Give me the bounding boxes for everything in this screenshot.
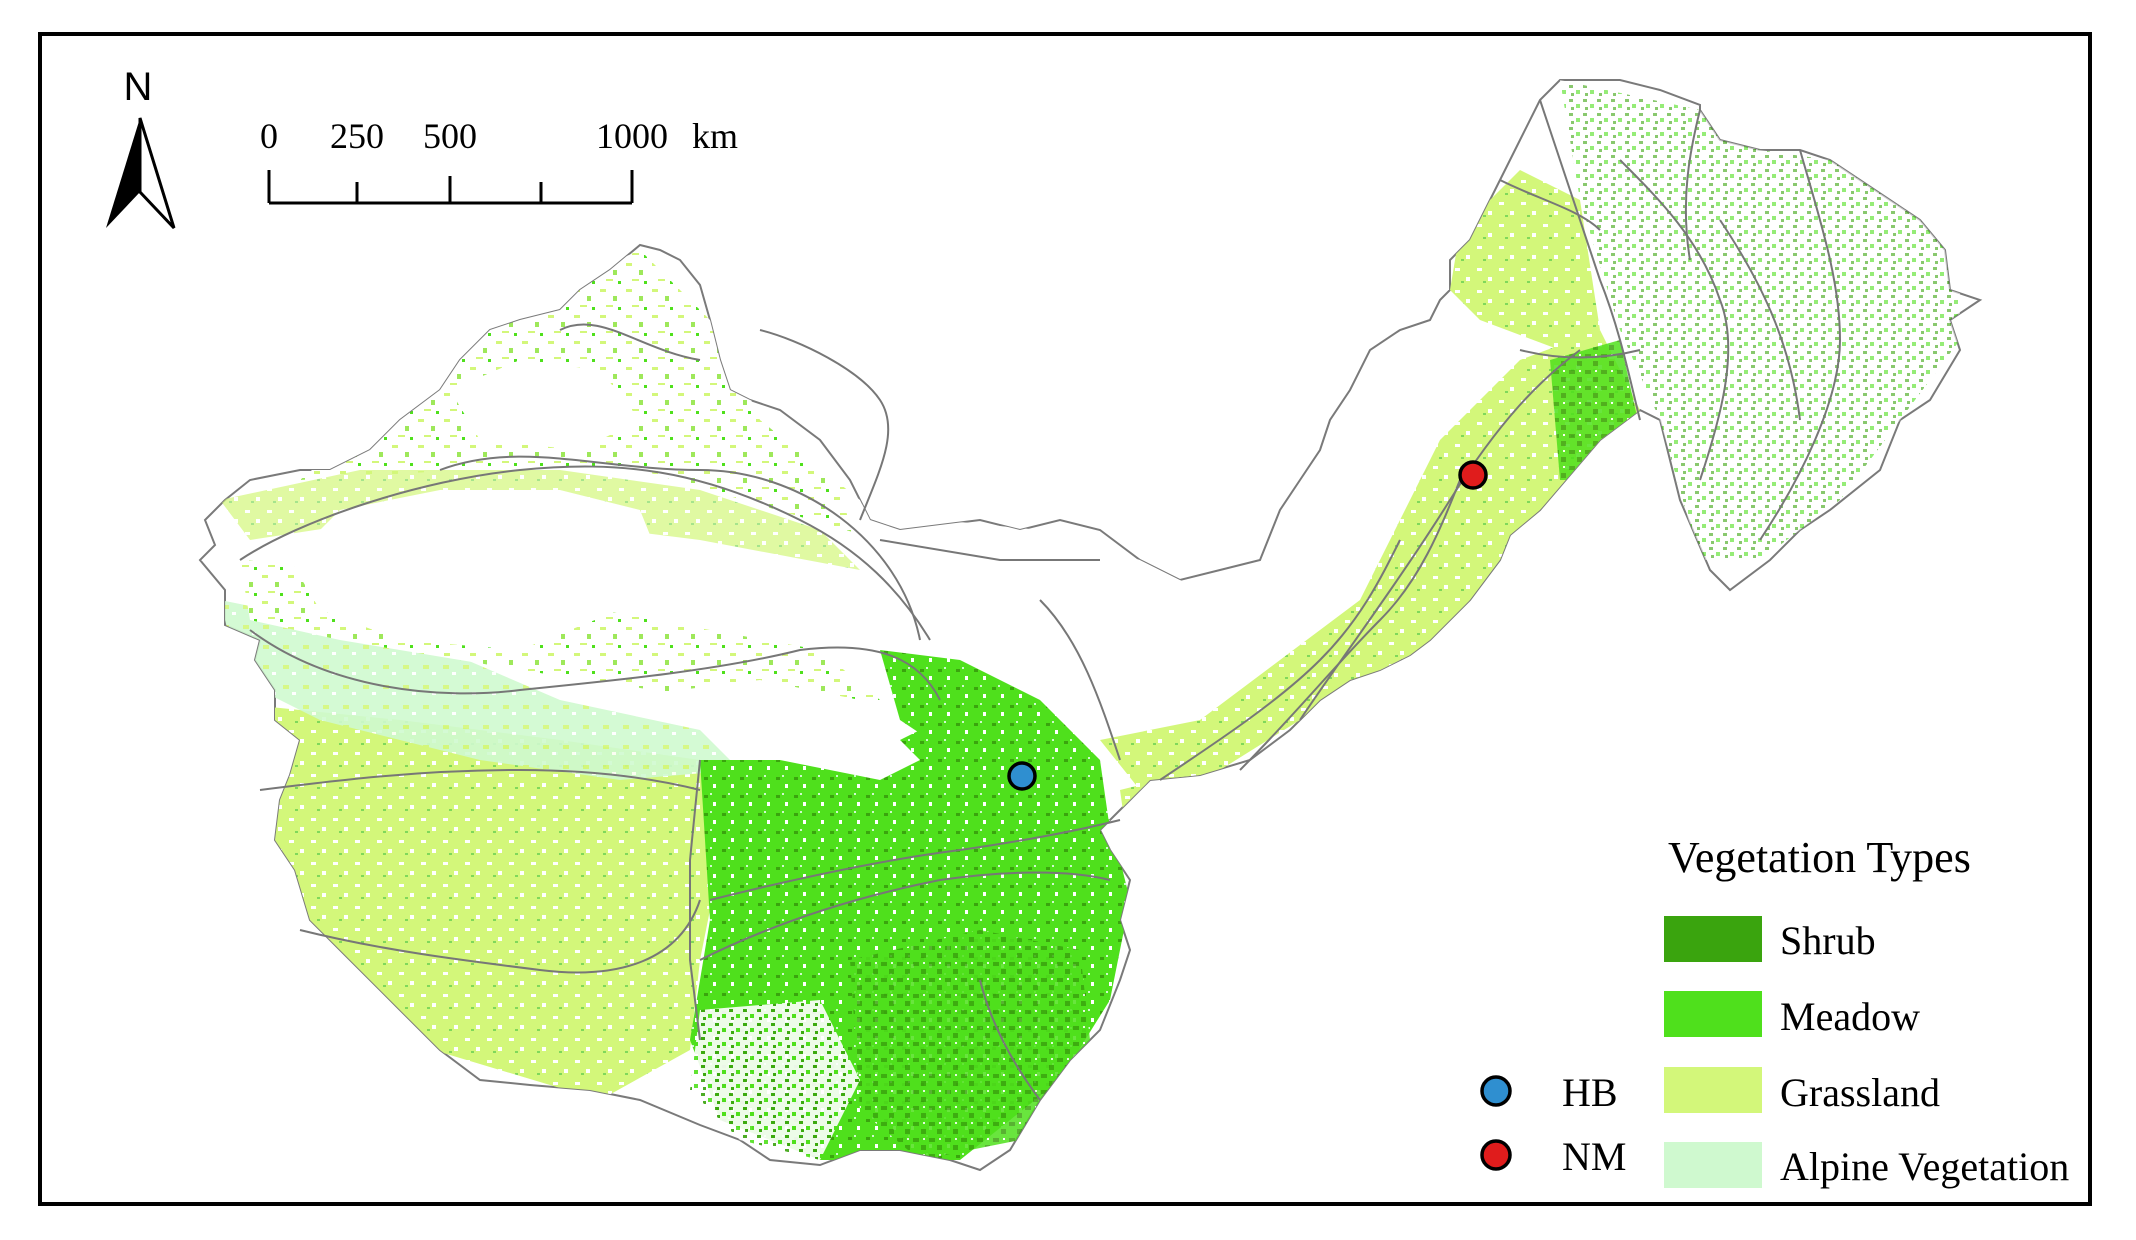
legend-label-nm: NM (1562, 1134, 1626, 1179)
legend-label-grassland: Grassland (1780, 1070, 1940, 1115)
legend-swatch-grassland (1664, 1067, 1762, 1113)
region-manchuria (1560, 80, 1960, 560)
legend-swatch-meadow (1664, 991, 1762, 1037)
scale-bar: 0 250 500 1000 km (260, 116, 738, 205)
legend-title: Vegetation Types (1668, 833, 1971, 882)
region-alpine (220, 600, 740, 780)
north-label: N (124, 65, 153, 109)
region-northeast-steppe (1450, 170, 1600, 350)
qaidam-basin (680, 680, 920, 780)
scale-tick-0: 0 (260, 116, 278, 156)
north-arrow-icon (106, 118, 140, 228)
scale-tick-1000: 1000 (596, 116, 668, 156)
site-nm-marker[interactable] (1458, 460, 1488, 490)
site-hb-marker[interactable] (1007, 761, 1037, 791)
region-shrub-southeast (850, 930, 1090, 1160)
legend-label-meadow: Meadow (1780, 994, 1920, 1039)
region-forest-south (690, 1000, 860, 1160)
legend-swatch-alpine (1664, 1142, 1762, 1188)
map-frame (38, 32, 2092, 1206)
legend-label-alpine: Alpine Vegetation (1780, 1144, 2069, 1189)
gobi-desert (840, 500, 1200, 720)
north-arrow: N (106, 65, 176, 230)
tarim-basin (290, 490, 660, 650)
scale-tick-500: 500 (423, 116, 477, 156)
vegetation-map (198, 79, 1983, 1172)
junggar-basin (450, 360, 640, 450)
scale-unit: km (692, 116, 738, 156)
legend: Vegetation Types Shrub Meadow Grassland … (1480, 833, 2069, 1189)
scale-tick-250: 250 (330, 116, 384, 156)
legend-label-hb: HB (1562, 1070, 1618, 1115)
region-tibet-grassland (200, 700, 720, 1100)
legend-marker-nm (1480, 1139, 1512, 1171)
legend-label-shrub: Shrub (1780, 918, 1876, 963)
region-inner-mongolia (1100, 330, 1640, 790)
legend-marker-hb (1480, 1075, 1512, 1107)
legend-swatch-shrub (1664, 916, 1762, 962)
region-boundaries (239, 99, 1842, 1101)
